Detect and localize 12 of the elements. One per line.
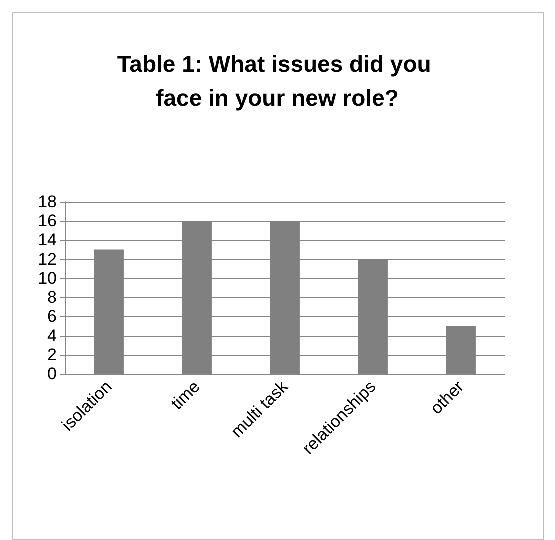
- chart-title: Table 1: What issues did you face in your new role?: [117, 51, 438, 111]
- y-tick-label: 6: [48, 307, 57, 326]
- y-tick-label: 0: [48, 364, 57, 384]
- y-tick-label: 2: [48, 345, 57, 364]
- y-tick-label: 12: [38, 250, 57, 269]
- y-tick-label: 16: [38, 212, 57, 231]
- x-tick-label: time: [168, 377, 204, 414]
- y-tick-label: 14: [38, 230, 57, 250]
- y-tick-label: 10: [38, 268, 57, 288]
- y-tick-label: 18: [38, 192, 57, 212]
- y-tick-label: 8: [48, 288, 57, 308]
- y-tick-label: 4: [48, 326, 57, 346]
